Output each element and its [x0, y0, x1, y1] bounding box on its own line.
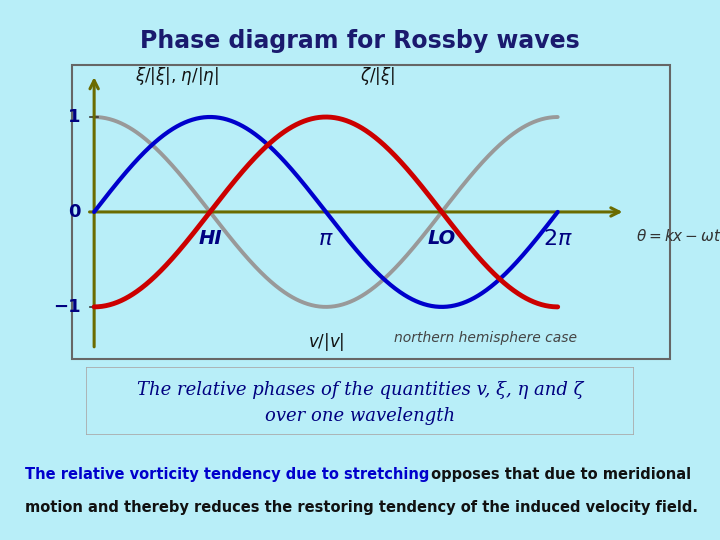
Text: Phase diagram for Rossby waves: Phase diagram for Rossby waves	[140, 29, 580, 53]
Text: $\xi/|\xi|$, $\eta/|\eta|$: $\xi/|\xi|$, $\eta/|\eta|$	[135, 65, 218, 86]
Text: $v/|v|$: $v/|v|$	[307, 330, 344, 353]
Text: northern hemisphere case: northern hemisphere case	[394, 330, 577, 345]
Text: LO: LO	[428, 229, 456, 248]
Text: $\pi$: $\pi$	[318, 228, 334, 248]
Text: 1: 1	[68, 108, 81, 126]
Text: The relative phases of the quantities v, ξ, η and ζ: The relative phases of the quantities v,…	[137, 381, 583, 399]
Text: $\zeta/|\xi|$: $\zeta/|\xi|$	[360, 65, 395, 86]
Text: HI: HI	[198, 229, 222, 248]
Text: motion and thereby reduces the restoring tendency of the induced velocity field.: motion and thereby reduces the restoring…	[24, 501, 698, 515]
Text: 0: 0	[68, 203, 81, 221]
Text: The relative vorticity tendency due to stretching: The relative vorticity tendency due to s…	[24, 467, 429, 482]
Text: −1: −1	[53, 298, 81, 316]
Text: opposes that due to meridional: opposes that due to meridional	[426, 467, 691, 482]
Text: $\theta = kx - \omega t$: $\theta = kx - \omega t$	[636, 228, 720, 244]
Text: over one wavelength: over one wavelength	[265, 407, 455, 425]
Text: $2\pi$: $2\pi$	[543, 228, 572, 248]
